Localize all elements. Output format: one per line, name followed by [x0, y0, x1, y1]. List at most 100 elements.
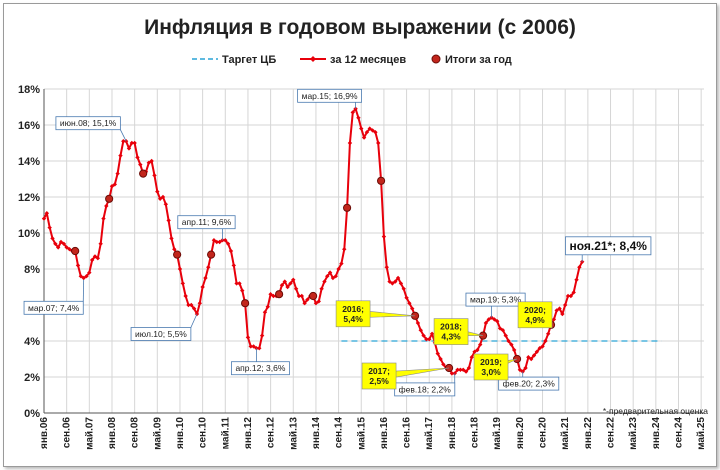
monthly-point	[517, 367, 523, 372]
monthly-point	[138, 162, 143, 167]
x-axis: янв.06 сен.06 май.07 янв.08 сен.08 май.09 янв.…	[39, 417, 707, 450]
monthly-point	[427, 337, 432, 342]
monthly-point	[101, 216, 106, 221]
callout: ноя.21*; 8,4%	[565, 236, 652, 262]
monthly-point	[554, 308, 559, 313]
monthly-point	[95, 256, 101, 261]
monthly-point	[415, 320, 421, 326]
callout-box	[498, 376, 560, 391]
monthly-point	[132, 140, 137, 146]
monthly-point	[172, 247, 177, 252]
x-tick-label: янв.06	[39, 417, 50, 449]
monthly-point	[384, 265, 389, 270]
monthly-point	[265, 304, 270, 309]
monthly-point	[350, 110, 355, 115]
monthly-point	[401, 286, 406, 291]
monthly-point	[546, 331, 551, 336]
callout-leader	[120, 129, 127, 142]
callout-text: фев.18; 2,2%	[399, 384, 452, 394]
gridlines	[43, 88, 704, 414]
yearly-point	[71, 246, 80, 256]
monthly-point	[115, 171, 120, 176]
callout-box	[433, 318, 469, 345]
monthly-point	[410, 306, 415, 311]
callout-text: 4,9%	[525, 315, 545, 325]
monthly-point	[75, 263, 81, 268]
monthly-point	[359, 126, 364, 131]
monthly-point	[41, 216, 47, 221]
callout-text: 2020;	[524, 305, 546, 315]
callout: 2017;2,5%	[361, 362, 450, 390]
yearly-point	[342, 203, 352, 212]
callout-text: 2016;	[342, 304, 364, 314]
monthly-point	[87, 270, 92, 275]
callout: 2019;3,0%	[473, 353, 518, 381]
x-tick-label: сен.08	[130, 417, 141, 449]
callout-box	[465, 292, 526, 307]
monthly-point	[370, 128, 375, 133]
x-tick-label: май.25	[696, 417, 707, 450]
x-tick-label: май.17	[424, 417, 435, 450]
monthly-point	[160, 194, 166, 200]
callout-text: апр.12; 3,6%	[235, 363, 285, 373]
monthly-point	[152, 173, 157, 178]
callout-text: 2018;	[440, 322, 462, 332]
monthly-point	[98, 241, 103, 246]
yearly-point	[105, 194, 114, 203]
monthly-point	[296, 293, 302, 299]
x-tick-label: май.11	[220, 417, 231, 450]
monthly-point	[155, 189, 160, 194]
monthly-point	[438, 356, 443, 362]
monthly-point	[50, 236, 55, 241]
x-tick-label: янв.24	[651, 417, 662, 449]
monthly-point	[248, 344, 253, 349]
y-tick-label: 4%	[24, 336, 40, 348]
monthly-point	[225, 241, 231, 246]
monthly-point	[560, 311, 565, 317]
monthly-point	[551, 317, 557, 322]
monthly-point	[574, 277, 579, 282]
yearly-point	[376, 176, 386, 185]
y-tick-label: 0%	[24, 408, 40, 420]
callout: фев.18; 2,2%	[394, 373, 456, 397]
monthly-point	[299, 293, 304, 299]
monthly-point	[339, 261, 344, 266]
callout: 2018;4,3%	[433, 318, 484, 345]
monthly-point	[67, 247, 72, 252]
monthly-point	[112, 182, 118, 187]
monthly-point	[285, 284, 290, 290]
monthly-point	[537, 346, 542, 351]
monthly-point	[478, 342, 483, 347]
monthly-point	[534, 349, 540, 354]
monthly-point	[305, 297, 310, 302]
monthly-point	[149, 158, 154, 164]
monthly-point	[483, 320, 489, 326]
x-tick-label: сен.10	[198, 417, 209, 449]
monthly-point	[404, 295, 409, 300]
yearly-point	[139, 169, 148, 178]
monthly-point	[293, 286, 299, 291]
x-tick-label: янв.08	[107, 417, 118, 449]
monthly-point	[291, 277, 296, 282]
monthly-point	[512, 347, 517, 353]
x-tick-label: янв.22	[583, 417, 594, 449]
monthly-point	[531, 353, 537, 358]
monthly-point	[313, 301, 319, 306]
monthly-point	[469, 355, 474, 360]
monthly-point	[203, 275, 208, 281]
monthly-point	[228, 248, 234, 254]
monthly-point	[563, 302, 568, 308]
yearly-point	[241, 299, 250, 308]
x-tick-label: май.19	[492, 417, 503, 450]
monthly-point	[55, 245, 61, 250]
callout: мар.19; 5,3%	[465, 292, 526, 318]
callout: июн.08; 15,1%	[55, 116, 127, 142]
monthly-point	[288, 281, 293, 286]
monthly-point	[523, 365, 528, 371]
monthly-point	[486, 317, 491, 322]
monthly-point	[356, 115, 361, 120]
monthly-point	[577, 265, 582, 270]
plot-series	[41, 106, 662, 376]
callout-box	[55, 116, 121, 131]
legend-monthly-marker	[310, 56, 316, 62]
